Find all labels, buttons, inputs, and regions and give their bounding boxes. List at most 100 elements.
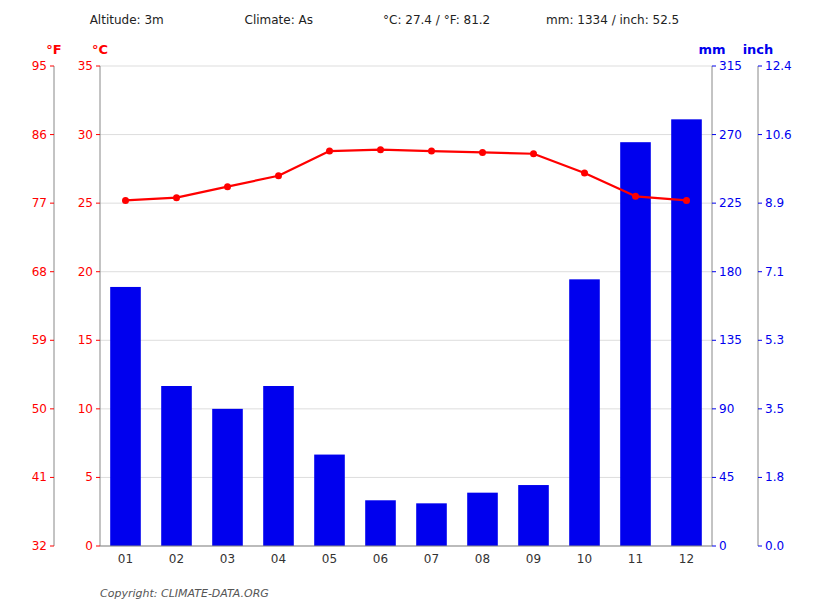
bar [365,500,396,546]
bar [416,503,447,546]
x-tick-label: 07 [424,552,439,566]
y-axis: 3241505968778695°F [32,42,62,553]
tick [96,203,100,204]
axis-line [54,66,55,546]
x-tick-label: 02 [169,552,184,566]
tick [758,546,762,547]
tick-label: 30 [78,128,93,142]
annotation: mm: 1334 / inch: 52.5 [546,13,679,27]
annotation: °C: 27.4 / °F: 81.2 [383,13,490,27]
tick [50,477,54,478]
bar [518,485,549,546]
x-tick-label: 04 [271,552,286,566]
tick [758,66,762,67]
axis-line [100,66,101,546]
tick-label: 0 [85,539,93,553]
bar [467,493,498,546]
bar [620,142,651,546]
tick-label: 0 [719,539,727,553]
tick [96,408,100,409]
line-marker [479,149,486,156]
grid-line [100,546,712,547]
tick-label: 8.9 [765,196,784,210]
line-marker [224,183,231,190]
tick-label: 32 [32,539,47,553]
tick-label: 5 [85,470,93,484]
tick [50,340,54,341]
tick-label: 59 [32,333,47,347]
tick-label: 25 [78,196,93,210]
tick [758,203,762,204]
tick-label: 3.5 [765,402,784,416]
annotation: Altitude: 3m [90,13,164,27]
axis-label: inch [743,42,774,57]
axis-label: °F [46,42,61,57]
bar [212,409,243,546]
tick-label: 90 [719,402,734,416]
x-tick-label: 09 [526,552,541,566]
tick [712,546,716,547]
x-tick-label: 12 [679,552,694,566]
tick-label: 50 [32,402,47,416]
tick-label: 20 [78,265,93,279]
x-tick-label: 06 [373,552,388,566]
x-tick-label: 11 [628,552,643,566]
bar [110,287,141,546]
tick [96,134,100,135]
x-axis: 010203040506070809101112 [100,546,712,566]
tick [712,203,716,204]
tick [758,408,762,409]
tick [96,546,100,547]
bar [671,119,702,546]
tick-label: 225 [719,196,742,210]
tick-label: 41 [32,470,47,484]
tick-label: 95 [32,59,47,73]
line-marker [581,169,588,176]
axis-label: mm [698,42,725,57]
tick [712,271,716,272]
tick-label: 15 [78,333,93,347]
line-marker [377,146,384,153]
tick-label: 68 [32,265,47,279]
tick [758,134,762,135]
tick [758,271,762,272]
annotation: Copyright: CLIMATE-DATA.ORG [100,587,269,600]
tick [96,66,100,67]
tick-label: 10 [78,402,93,416]
y-axis: 05101520253035°C [78,42,108,553]
line-marker [632,193,639,200]
tick-label: 270 [719,128,742,142]
tick [758,477,762,478]
tick-label: 86 [32,128,47,142]
line [126,150,687,201]
bar [569,279,600,546]
tick-label: 45 [719,470,734,484]
tick [712,66,716,67]
bar [314,455,345,546]
tick-label: 12.4 [765,59,792,73]
tick [712,477,716,478]
y-axis: 0.01.83.55.37.18.910.612.4inch [743,42,792,553]
tick-label: 180 [719,265,742,279]
tick-label: 315 [719,59,742,73]
line-marker [122,197,129,204]
tick [50,408,54,409]
tick [96,271,100,272]
tick [50,203,54,204]
plot-area [110,119,702,546]
line-marker [530,150,537,157]
tick-label: 1.8 [765,470,784,484]
x-tick-label: 10 [577,552,592,566]
tick-label: 10.6 [765,128,792,142]
x-axis-line [100,546,712,547]
tick [712,134,716,135]
grid-line [100,66,712,67]
x-tick-label: 03 [220,552,235,566]
x-tick-label: 08 [475,552,490,566]
grid [100,66,712,546]
annotation: Climate: As [245,13,314,27]
axis-line [712,66,713,546]
tick [712,340,716,341]
tick-label: 135 [719,333,742,347]
chart: 01020304050607080910111205101520253035°C… [0,0,815,611]
